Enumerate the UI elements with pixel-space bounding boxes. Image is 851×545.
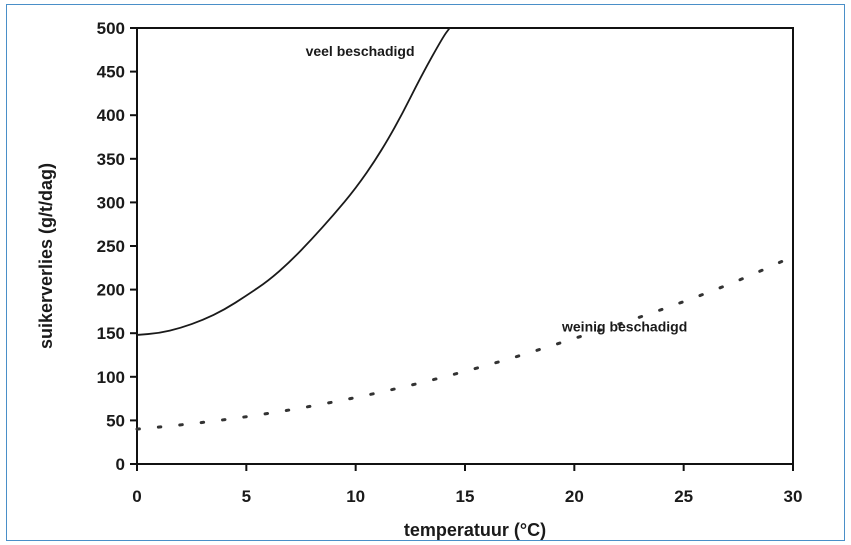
- plot-border: [136, 27, 794, 465]
- x-tick-label: 20: [565, 487, 584, 506]
- x-tick-label: 15: [456, 487, 475, 506]
- x-tick-label: 10: [346, 487, 365, 506]
- y-tick-label: 400: [97, 106, 125, 125]
- y-tick-label: 350: [97, 150, 125, 169]
- x-axis-title: temperatuur (°C): [404, 520, 546, 540]
- x-tick-label: 30: [784, 487, 803, 506]
- y-tick-label: 300: [97, 193, 125, 212]
- chart-frame: [6, 4, 845, 541]
- x-tick-label: 5: [242, 487, 251, 506]
- y-tick-label: 50: [106, 411, 125, 430]
- y-tick-label: 100: [97, 368, 125, 387]
- plot-area: 0 50 100 150 200 250 300 350 400 450 500 0 5 10 15 20 25…: [36, 19, 802, 540]
- y-tick-label: 250: [97, 237, 125, 256]
- x-tick-label: 25: [674, 487, 693, 506]
- y-tick-label: 450: [97, 63, 125, 82]
- y-tick-label: 0: [116, 455, 125, 474]
- y-tick-label: 200: [97, 281, 125, 300]
- series-label-2: weinig beschadigd: [561, 318, 687, 334]
- x-tick-label: 0: [132, 487, 141, 506]
- y-axis-title: suikerverlies (g/t/dag): [36, 163, 56, 349]
- series-line-1: [136, 27, 451, 336]
- y-tick-label: 150: [97, 324, 125, 343]
- y-tick-label: 500: [97, 19, 125, 38]
- series-label-1: veel beschadigd: [306, 43, 415, 59]
- series-line-2: [135, 254, 795, 431]
